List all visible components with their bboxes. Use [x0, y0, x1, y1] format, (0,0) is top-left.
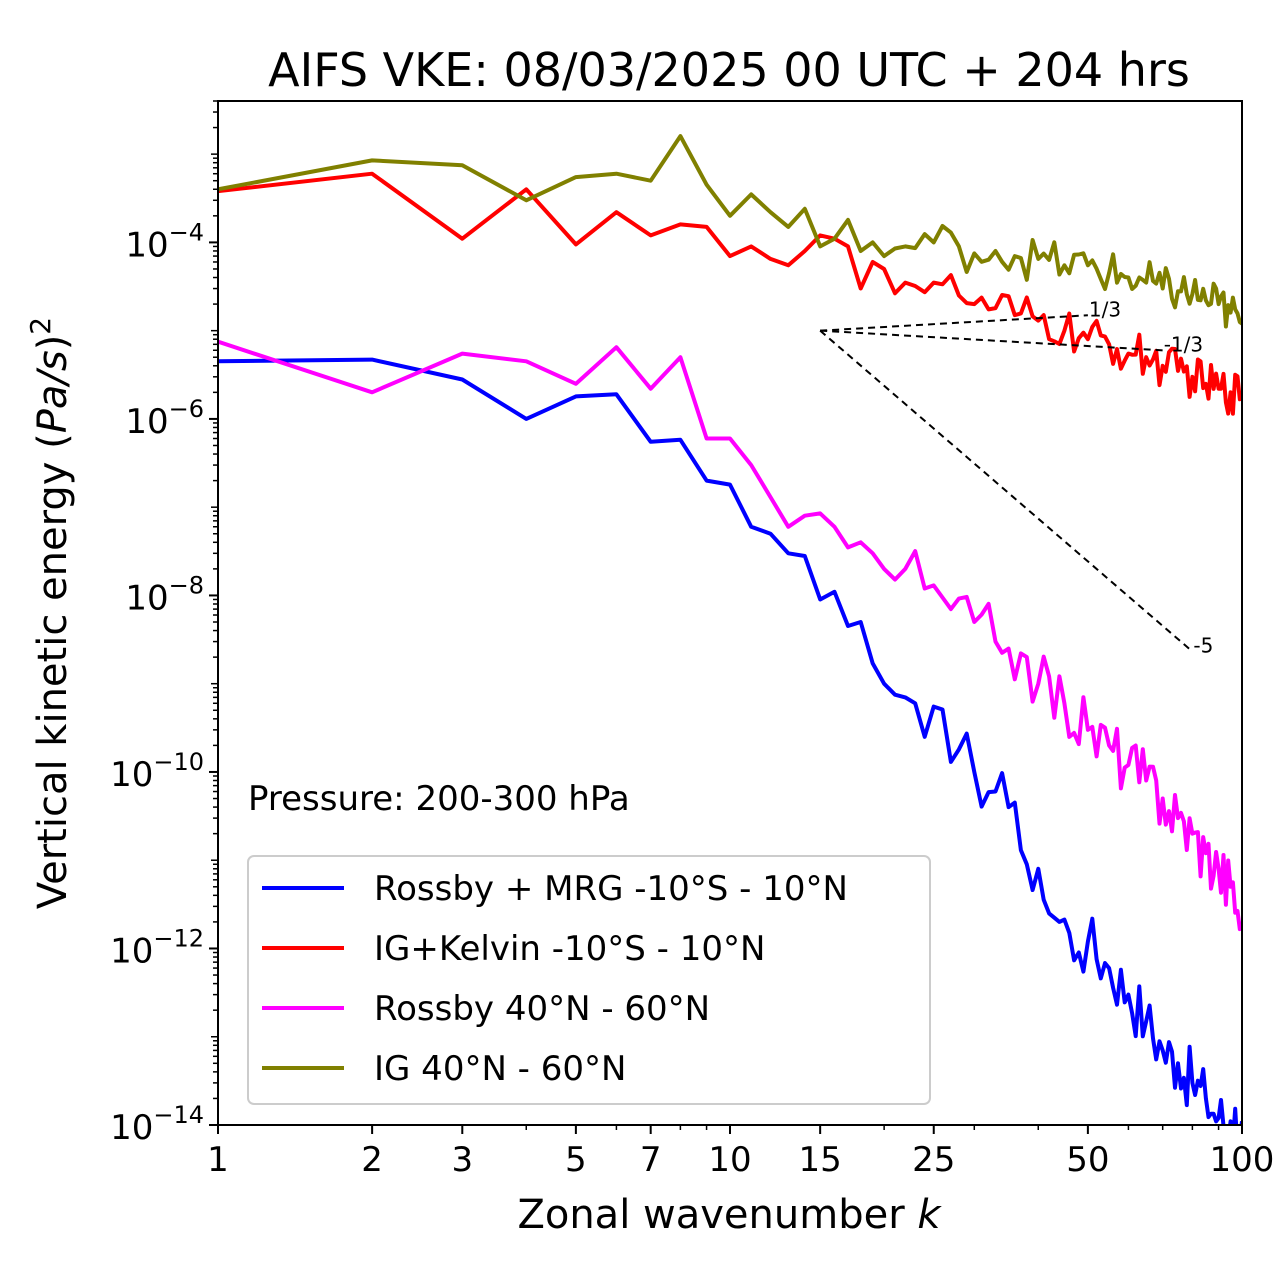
x-tick-label: 10 [708, 1140, 751, 1180]
series-line-0 [218, 357, 1242, 1125]
legend-label-0: Rossby + MRG -10°S - 10°N [374, 869, 848, 909]
legend-label-2: Rossby 40°N - 60°N [374, 989, 710, 1029]
x-axis-label: Zonal wavenumber k [517, 1192, 942, 1238]
legend-box [247, 855, 931, 1105]
series-line-3 [218, 134, 1242, 329]
x-tick-label: 2 [361, 1140, 383, 1180]
x-axis: 1 2 3 5 7 10 15 25 50 100 [207, 1125, 1274, 1180]
x-tick-label: 100 [1210, 1140, 1275, 1180]
legend-label-1: IG+Kelvin -10°S - 10°N [374, 929, 765, 969]
reference-slope-label-2: -5 [1193, 633, 1213, 657]
y-tick-label: 10−8 [125, 571, 204, 618]
x-tick-label: 15 [799, 1140, 842, 1180]
y-tick-label: 10−6 [125, 395, 204, 442]
y-axis: 10−14 10−12 10−10 10−8 10−6 10−4 [110, 100, 218, 1148]
reference-slope-line-2 [819, 329, 1194, 653]
x-tick-label: 3 [451, 1140, 473, 1180]
x-tick-label: 1 [207, 1140, 229, 1180]
y-tick-label: 10−12 [110, 924, 204, 971]
reference-slope-label-0: 1/3 [1089, 297, 1121, 321]
x-tick-label: 25 [912, 1140, 955, 1180]
series-line-2 [218, 339, 1242, 932]
y-axis-label: Vertical kinetic energy (Pa/s)2 [24, 317, 76, 909]
legend: Rossby + MRG -10°S - 10°N IG+Kelvin -10°S… [247, 855, 931, 1105]
reference-slope-line-1 [820, 329, 1163, 352]
series-line-1 [218, 171, 1242, 416]
y-tick-label: 10−14 [110, 1101, 204, 1148]
x-tick-label: 50 [1066, 1140, 1109, 1180]
x-tick-label: 5 [565, 1140, 587, 1180]
reference-slope-line-0 [820, 314, 1088, 332]
y-tick-label: 10−4 [125, 218, 204, 265]
reference-slope-layer: 1/3 -1/3 -5 [819, 297, 1213, 657]
y-tick-label: 10−10 [110, 748, 204, 795]
pressure-annotation: Pressure: 200-300 hPa [248, 779, 630, 819]
chart-title: AIFS VKE: 08/03/2025 00 UTC + 204 hrs [268, 43, 1190, 97]
series-layer [218, 134, 1242, 1125]
legend-label-3: IG 40°N - 60°N [374, 1049, 626, 1089]
x-tick-label: 7 [640, 1140, 662, 1180]
reference-slope-label-1: -1/3 [1164, 332, 1203, 356]
